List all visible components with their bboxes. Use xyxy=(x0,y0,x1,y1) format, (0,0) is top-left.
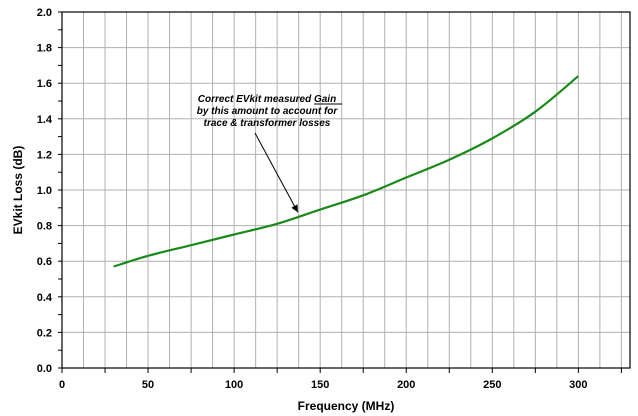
x-tick-label: 200 xyxy=(397,379,415,391)
annotation-line: Correct EVkit measured Gain xyxy=(198,94,336,105)
x-tick-label: 0 xyxy=(59,379,65,391)
y-tick-label: 0.4 xyxy=(37,292,53,304)
y-tick-label: 1.8 xyxy=(37,43,52,55)
y-tick-labels: 0.0 0.2 0.4 0.6 0.8 1.0 1.2 1.4 1.6 1.8 2.0 xyxy=(37,7,53,375)
x-tick-label: 300 xyxy=(569,379,587,391)
y-tick-label: 1.4 xyxy=(37,114,53,126)
x-tick-label: 150 xyxy=(311,379,329,391)
y-tick-label: 1.0 xyxy=(37,185,52,197)
y-tick-label: 0.6 xyxy=(37,256,52,268)
x-tick-labels: 0 50 100 150 200 250 300 xyxy=(59,379,588,391)
y-tick-label: 0.8 xyxy=(37,221,52,233)
axis-ticks xyxy=(58,11,622,373)
series-layer xyxy=(113,75,580,268)
y-tick-label: 1.6 xyxy=(37,78,52,90)
annotation-line: by this amount to account for xyxy=(197,106,339,117)
x-axis-title: Frequency (MHz) xyxy=(298,399,395,413)
y-tick-label: 2.0 xyxy=(37,7,52,19)
y-tick-label: 1.2 xyxy=(37,149,52,161)
y-tick-label: 0.2 xyxy=(37,327,52,339)
annotation-line: trace & transformer losses xyxy=(204,118,331,129)
x-tick-label: 250 xyxy=(483,379,501,391)
y-tick-label: 0.0 xyxy=(37,363,52,375)
annotation-arrow xyxy=(254,132,299,213)
annotation-arrowhead xyxy=(291,204,298,213)
x-tick-label: 50 xyxy=(142,379,154,391)
y-axis-title: EVkit Loss (dB) xyxy=(11,146,25,235)
grid xyxy=(62,12,630,368)
x-tick-label: 100 xyxy=(225,379,243,391)
series-line xyxy=(113,75,580,268)
